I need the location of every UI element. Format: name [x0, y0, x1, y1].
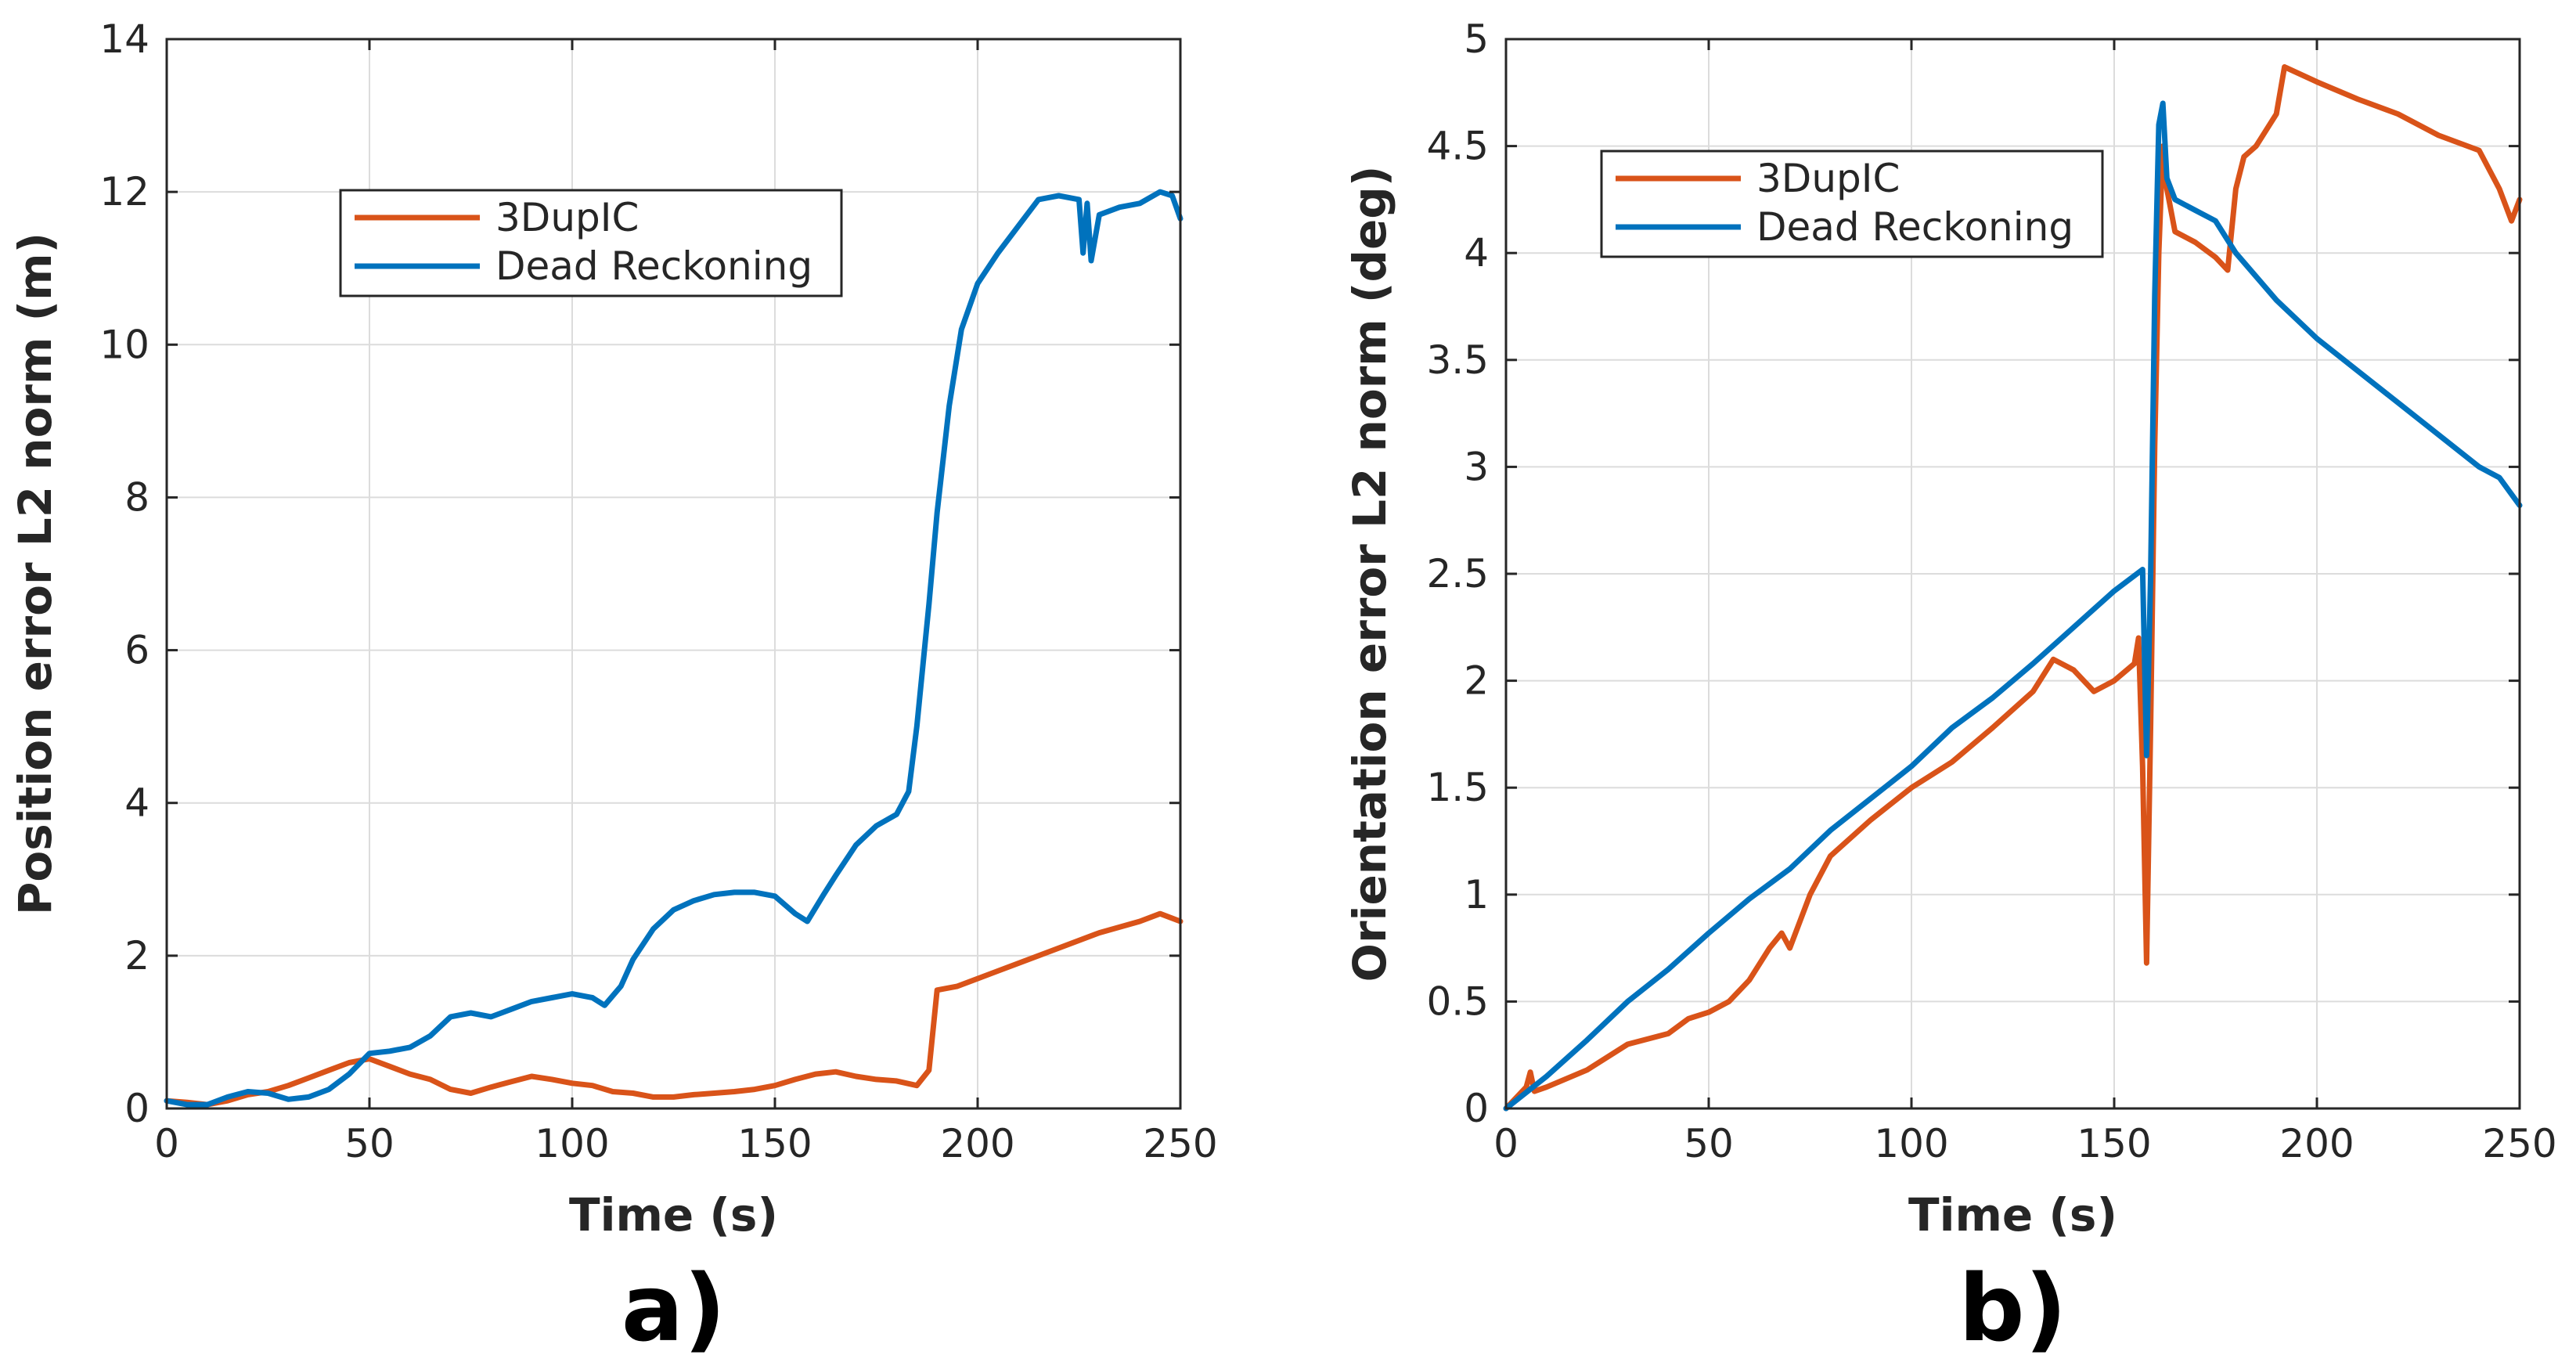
- y-tick-label: 1.5: [1426, 765, 1489, 810]
- y-tick-label: 8: [124, 474, 150, 520]
- chart-2: 0 50 100 150 200 250 0 0.5 1 1.5 2 2.5 3 3.5 4 4.5 5 Time…: [1343, 16, 2557, 1362]
- x-tick-label: 100: [535, 1121, 609, 1166]
- x-tick-label: 0: [154, 1121, 179, 1166]
- y-tick-label: 0: [124, 1086, 150, 1131]
- y-tick-label: 12: [99, 169, 150, 214]
- x-axis-label: Time (s): [569, 1188, 778, 1242]
- series-line-dead-reckoning: [164, 189, 1184, 1108]
- y-tick-label: 14: [99, 16, 150, 62]
- y-axis-label: Orientation error L2 norm (deg): [1343, 166, 1396, 982]
- y-tick-label: 4.5: [1426, 124, 1489, 169]
- x-tick-label: 150: [2077, 1121, 2151, 1166]
- x-tick-label: 0: [1493, 1121, 1519, 1166]
- series-line-3duplc: [164, 910, 1184, 1108]
- series-line-dead-reckoning: [1503, 100, 2523, 1112]
- legend-box: [1600, 150, 2104, 258]
- y-tick-label: 4: [1464, 230, 1489, 276]
- y-tick-label: 5: [1464, 16, 1489, 62]
- legend-label: Dead Reckoning: [1756, 204, 2073, 250]
- series-line-3duplc: [1503, 64, 2523, 1112]
- y-tick-label: 3: [1464, 444, 1489, 489]
- chart-1: 0 50 100 150 200 250 0 2 4 6 8 10 12 14 Time (s) Positi…: [9, 16, 1218, 1362]
- y-tick-label: 6: [124, 628, 150, 673]
- y-tick-label: 0.5: [1426, 979, 1489, 1024]
- y-tick-label: 4: [124, 780, 150, 826]
- y-tick-label: 2.5: [1426, 551, 1489, 596]
- y-tick-label: 3.5: [1426, 337, 1489, 383]
- panel-label: b): [1958, 1254, 2066, 1362]
- plot-frame: [165, 38, 1182, 1110]
- y-axis-label: Position error L2 norm (m): [9, 232, 62, 915]
- legend-label: 3DupIC: [495, 195, 639, 240]
- x-tick-label: 250: [2482, 1121, 2556, 1166]
- x-tick-label: 100: [1874, 1121, 1948, 1166]
- x-tick-label: 50: [344, 1121, 395, 1166]
- x-axis-label: Time (s): [1908, 1188, 2117, 1242]
- x-tick-label: 150: [737, 1121, 812, 1166]
- y-tick-label: 2: [124, 933, 150, 979]
- y-tick-label: 0: [1464, 1086, 1489, 1131]
- x-tick-label: 50: [1684, 1121, 1734, 1166]
- x-tick-label: 200: [940, 1121, 1014, 1166]
- panel-label: a): [621, 1254, 726, 1362]
- y-tick-label: 1: [1464, 872, 1489, 917]
- legend-label: Dead Reckoning: [495, 243, 812, 289]
- y-tick-label: 2: [1464, 658, 1489, 704]
- legend-box: [339, 189, 843, 297]
- x-tick-label: 200: [2279, 1121, 2354, 1166]
- x-tick-label: 250: [1143, 1121, 1217, 1166]
- legend-label: 3DupIC: [1756, 156, 1900, 201]
- y-tick-label: 10: [99, 322, 150, 367]
